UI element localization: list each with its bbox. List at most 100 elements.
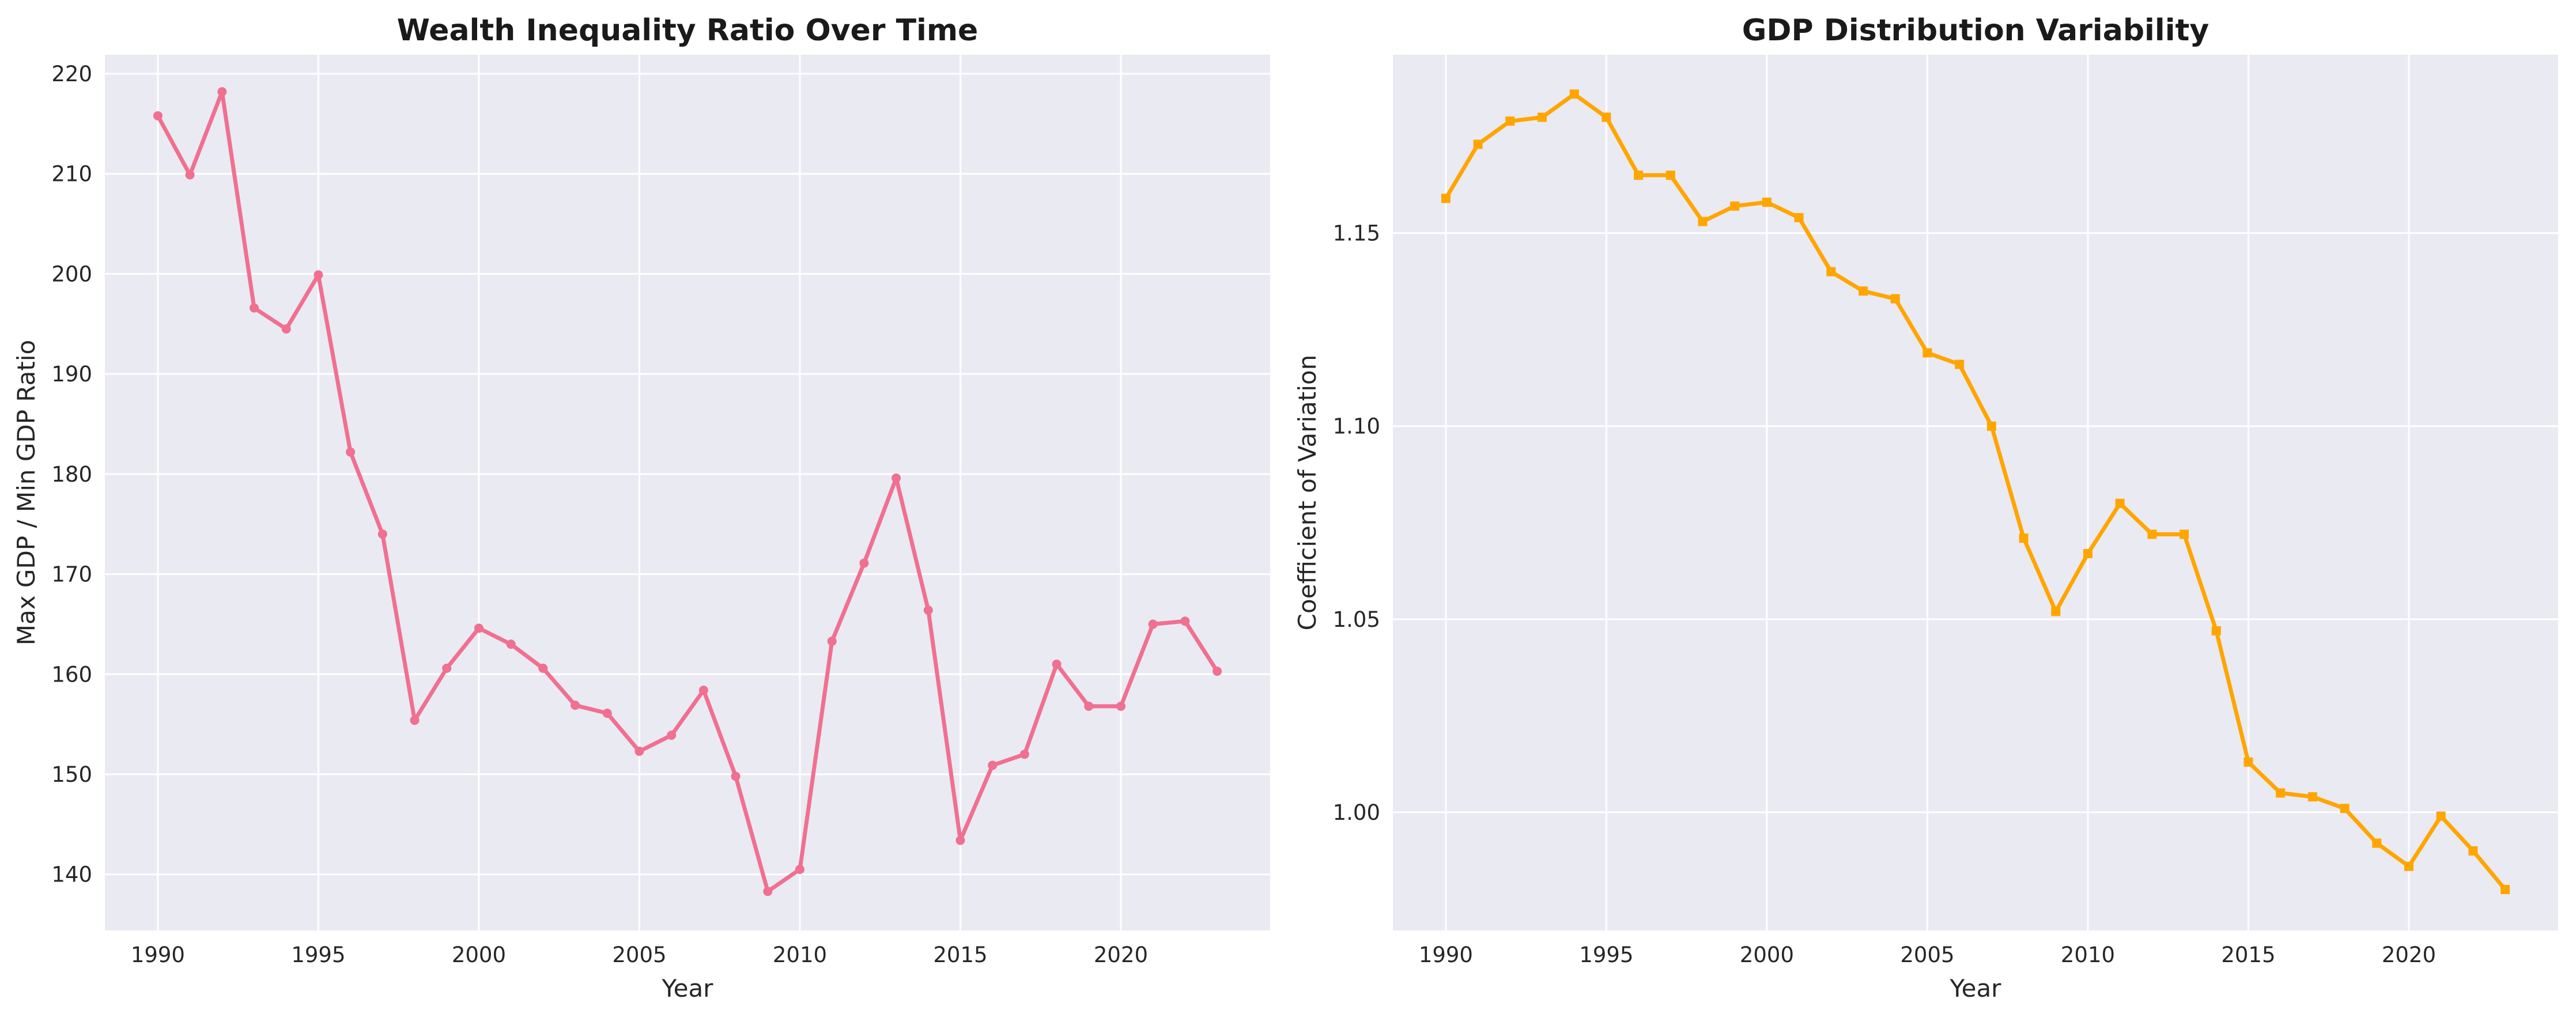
- data-point: [1019, 750, 1029, 759]
- data-point: [988, 760, 998, 770]
- data-point: [955, 835, 965, 845]
- data-point: [1148, 619, 1158, 629]
- x-tick-label: 2000: [452, 943, 506, 967]
- x-tick-label: 2020: [1094, 943, 1148, 967]
- data-point: [731, 771, 741, 781]
- data-point: [1441, 194, 1451, 203]
- data-point: [217, 87, 227, 97]
- x-tick-label: 2020: [2382, 943, 2436, 967]
- x-tick-label: 2010: [2061, 943, 2115, 967]
- series-line: [1444, 92, 2507, 892]
- data-point: [1826, 267, 1836, 277]
- data-point: [1859, 286, 1868, 296]
- data-point: [153, 111, 163, 120]
- x-axis-ticks: 1990 1995 2000 2005 2010 2015 2020: [1419, 943, 2436, 967]
- chart-title: Wealth Inequality Ratio Over Time: [397, 13, 979, 48]
- x-tick-label: 2005: [612, 943, 666, 967]
- grid-lines: [1393, 55, 2558, 930]
- data-point: [1601, 112, 1611, 122]
- data-point: [1730, 201, 1740, 211]
- data-point: [1052, 659, 1062, 669]
- data-point: [2083, 548, 2092, 558]
- data-point: [667, 731, 677, 740]
- data-series: [1441, 89, 2510, 894]
- data-point: [1698, 217, 1708, 226]
- y-tick-label: 170: [51, 562, 92, 587]
- data-point: [1569, 89, 1579, 99]
- grid-lines: [105, 55, 1270, 930]
- y-tick-label: 180: [51, 462, 92, 487]
- y-tick-label: 1.10: [1333, 414, 1380, 439]
- x-axis-label: Year: [1950, 974, 2002, 1002]
- data-point: [1794, 213, 1804, 222]
- y-tick-label: 150: [51, 762, 92, 787]
- data-series: [153, 87, 1222, 896]
- chart-title: GDP Distribution Variability: [1742, 13, 2209, 48]
- y-tick-label: 160: [51, 662, 92, 687]
- data-point: [2340, 804, 2350, 813]
- x-tick-label: 1995: [1579, 943, 1633, 967]
- chart-wealth-inequality: 140 150 160 170 180 190 200 210 220 1990 1995 2000…: [12, 13, 1270, 1002]
- data-point: [1922, 348, 1932, 358]
- data-point: [1634, 171, 1644, 180]
- data-point: [281, 324, 291, 334]
- data-point: [2501, 884, 2510, 894]
- data-point: [2211, 626, 2221, 635]
- y-tick-label: 1.00: [1333, 800, 1380, 825]
- data-point: [2180, 529, 2189, 539]
- data-point: [2051, 607, 2061, 616]
- data-point: [2468, 846, 2478, 856]
- y-axis-label: Max GDP / Min GDP Ratio: [12, 340, 40, 646]
- x-tick-label: 2015: [933, 943, 987, 967]
- y-tick-label: 1.05: [1333, 607, 1380, 632]
- data-point: [892, 473, 901, 483]
- data-point: [2372, 838, 2382, 848]
- data-point: [442, 663, 452, 673]
- x-axis-ticks: 1990 1995 2000 2005 2010 2015 2020: [131, 943, 1148, 967]
- data-point: [1116, 701, 1125, 711]
- data-point: [410, 716, 420, 725]
- y-tick-label: 140: [51, 862, 92, 887]
- data-point: [250, 303, 259, 313]
- series-line: [156, 89, 1219, 894]
- data-point: [1762, 198, 1772, 207]
- data-point: [2019, 533, 2029, 543]
- plot-area: [1393, 55, 2558, 930]
- data-point: [827, 636, 837, 646]
- data-point: [1538, 112, 1547, 122]
- data-point: [1505, 116, 1515, 126]
- x-tick-label: 1990: [131, 943, 185, 967]
- data-point: [2404, 861, 2413, 871]
- data-point: [795, 865, 804, 875]
- data-point: [2147, 529, 2157, 539]
- data-point: [634, 747, 644, 756]
- data-point: [346, 447, 356, 457]
- data-point: [2115, 498, 2125, 508]
- data-point: [1180, 616, 1190, 626]
- x-tick-label: 1990: [1419, 943, 1473, 967]
- data-point: [923, 605, 933, 615]
- chart-gdp-variability: 1.00 1.05 1.10 1.15 1990 1995 2000 2005 2010 201…: [1293, 13, 2558, 1002]
- data-point: [538, 663, 548, 673]
- data-point: [1665, 171, 1675, 180]
- y-tick-label: 200: [51, 262, 92, 286]
- data-point: [2243, 757, 2253, 767]
- data-point: [859, 558, 869, 568]
- y-tick-label: 190: [51, 362, 92, 387]
- data-point: [1213, 667, 1222, 676]
- x-axis-label: Year: [662, 974, 714, 1002]
- data-point: [602, 709, 612, 718]
- data-point: [698, 686, 708, 695]
- data-point: [1955, 359, 1965, 369]
- x-tick-label: 1995: [291, 943, 345, 967]
- y-tick-label: 1.15: [1333, 221, 1380, 246]
- data-point: [506, 639, 516, 649]
- data-point: [1890, 294, 1900, 304]
- data-point: [571, 701, 580, 710]
- data-point: [313, 270, 323, 280]
- y-axis-label: Coefficient of Variation: [1293, 355, 1321, 631]
- data-point: [2276, 788, 2286, 798]
- data-point: [763, 887, 773, 896]
- x-tick-label: 2015: [2221, 943, 2275, 967]
